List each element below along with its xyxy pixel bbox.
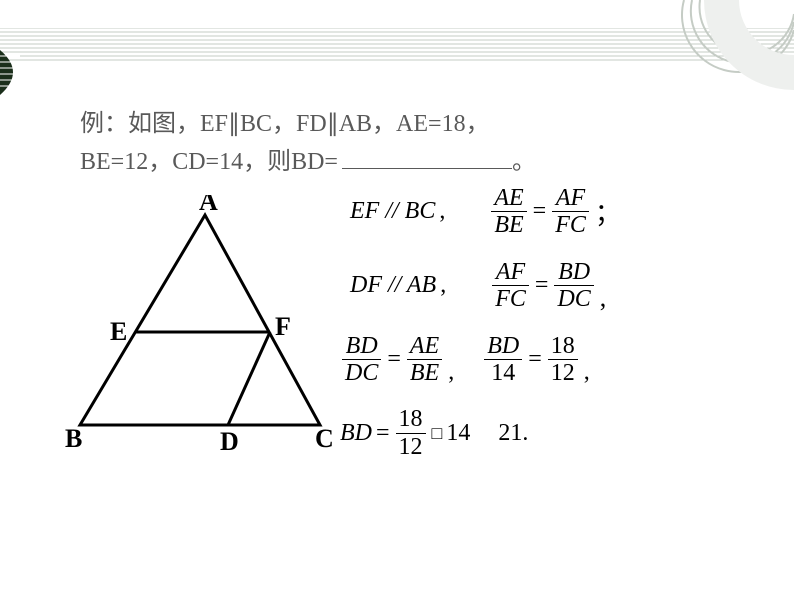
svg-text:C: C <box>315 424 334 453</box>
frac-ae-be-2: AEBE <box>407 333 442 387</box>
svg-text:A: A <box>199 195 218 216</box>
frac-ae-be: AEBE <box>491 185 526 239</box>
frac-18-12-b: 1812 <box>396 406 426 460</box>
math-l1-left: EF // BC <box>350 198 435 225</box>
frac-af-fc-2: AFFC <box>492 259 529 313</box>
math-line-1: EF // BC, AEBE = AFFC ； <box>340 185 770 239</box>
svg-text:E: E <box>110 317 127 346</box>
mult-placeholder: □ <box>432 423 443 444</box>
svg-text:F: F <box>275 312 291 341</box>
math-l4-bd: BD <box>340 420 372 447</box>
solution-math: EF // BC, AEBE = AFFC ； DF // AB, AFFC =… <box>340 185 770 480</box>
answer-blank <box>342 168 512 169</box>
frac-18-12: 1812 <box>548 333 578 387</box>
corner-arc-decoration <box>644 0 794 90</box>
math-line-3: BDDC = AEBE , BD14 = 1812 , <box>340 333 770 387</box>
math-line-2: DF // AB, AFFC = BDDC , <box>340 259 770 313</box>
frac-bd-dc-2: BDDC <box>342 333 381 387</box>
math-l2-left: DF // AB <box>350 272 436 299</box>
svg-text:D: D <box>220 427 239 456</box>
frac-af-fc: AFFC <box>552 185 589 239</box>
problem-line-1: 例：如图，EF∥BC，FD∥AB，AE=18， <box>80 105 760 143</box>
frac-bd-dc: BDDC <box>554 259 593 313</box>
problem-line-2-prefix: BE=12，CD=14，则BD= <box>80 149 338 175</box>
triangle-diagram: A B C D E F <box>60 195 340 465</box>
math-line-4: BD = 1812 □ 14 21. <box>340 406 770 460</box>
left-dark-shape <box>0 50 26 95</box>
svg-text:B: B <box>65 424 82 453</box>
frac-bd-14: BD14 <box>484 333 522 387</box>
problem-line-2: BE=12，CD=14，则BD= 。 <box>80 143 760 181</box>
problem-line-2-suffix: 。 <box>512 149 536 175</box>
